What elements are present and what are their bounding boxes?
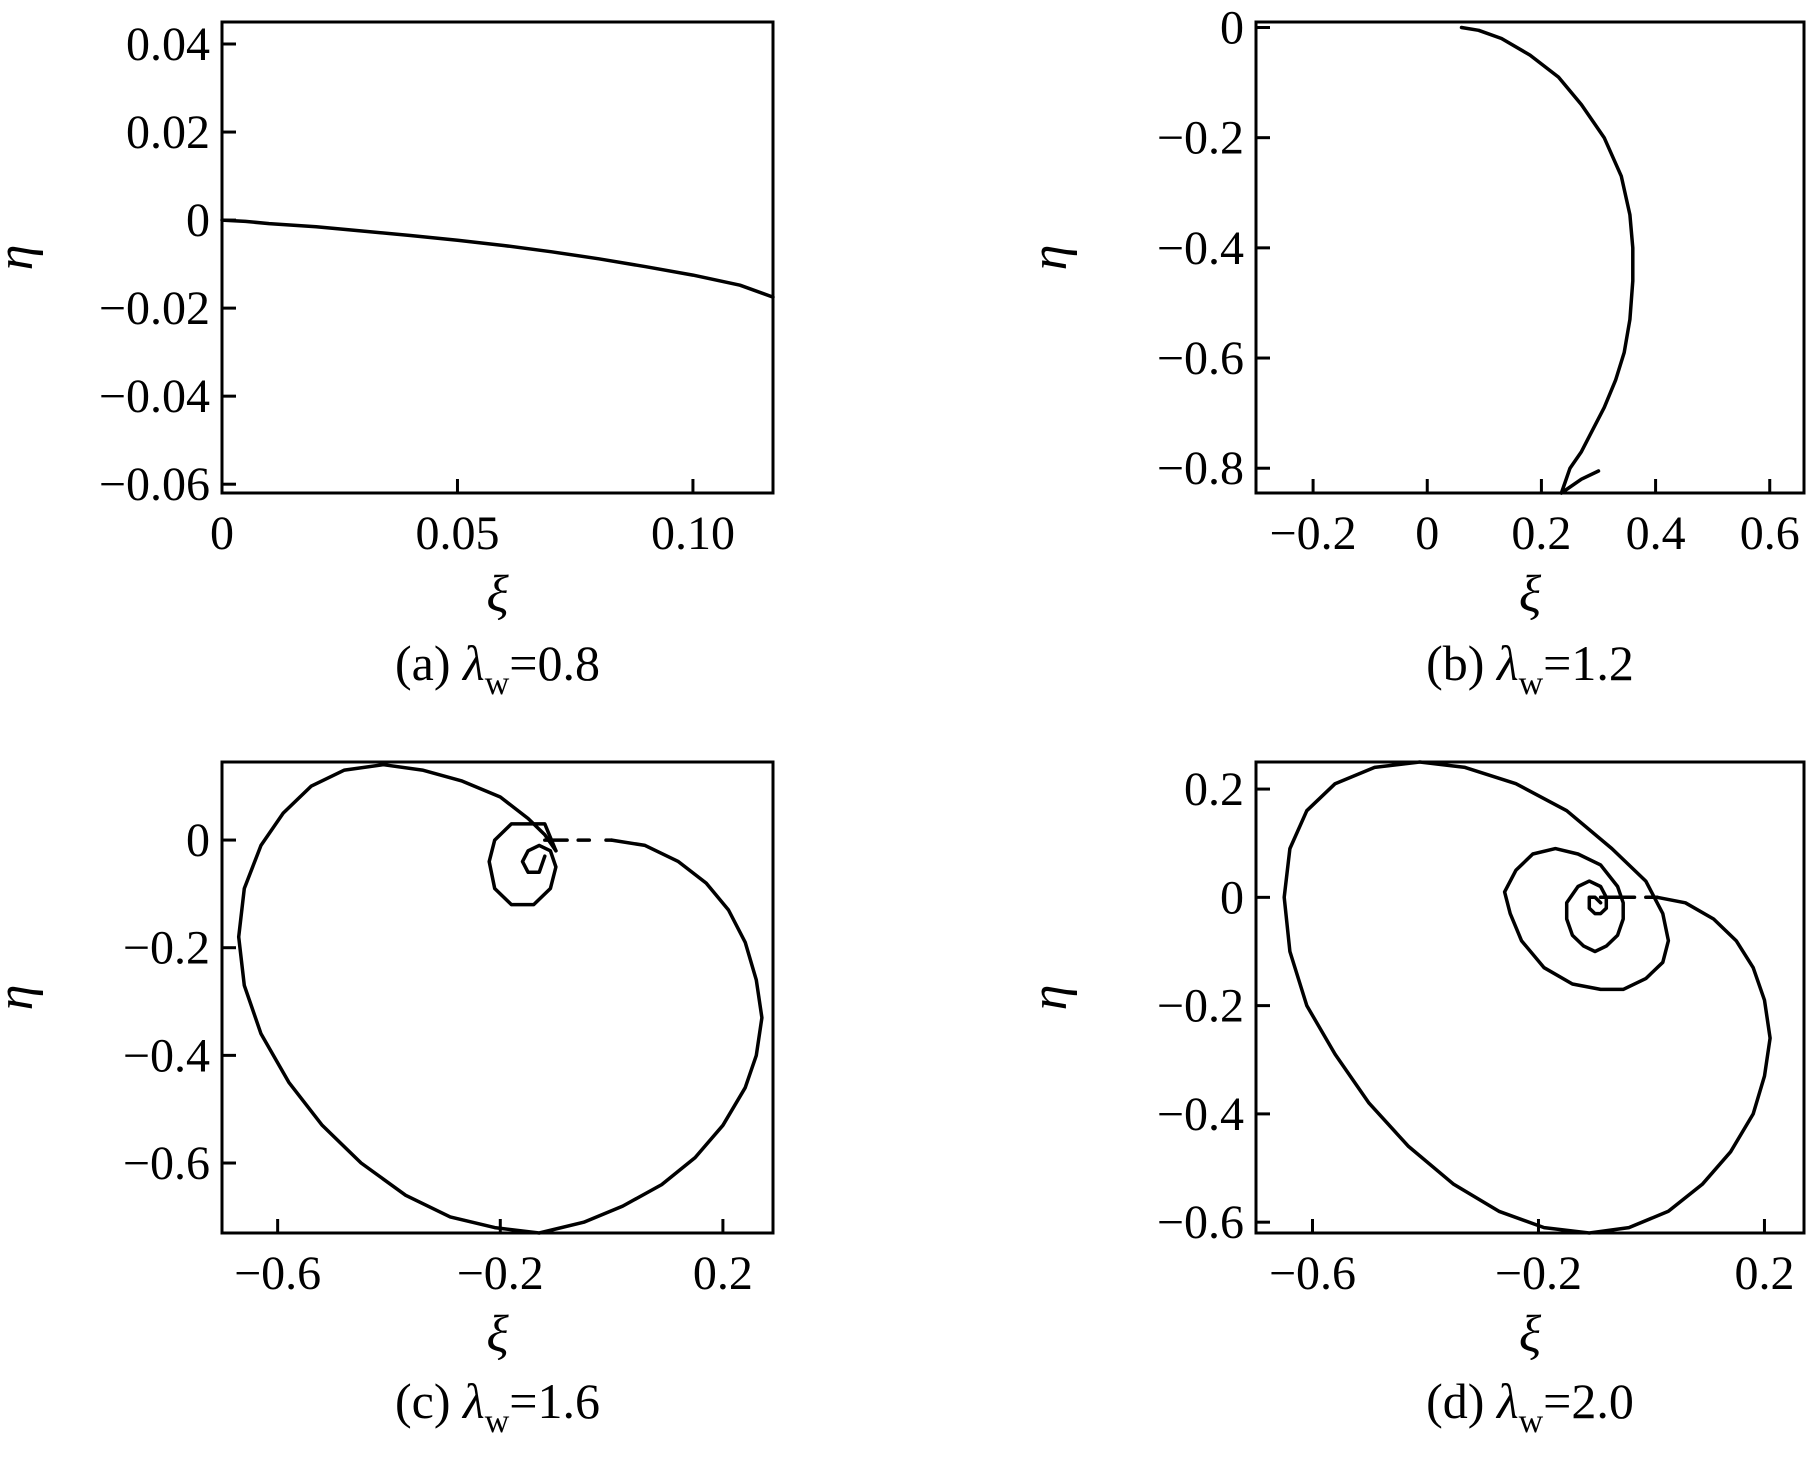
panel-b-y-tick-label-4: −0.8	[1157, 442, 1244, 495]
panel-b-frame	[1254, 20, 1806, 495]
panel-b: −0.2 0 0.2 0.4 0.6 0 −0.2 −0.4 −0.6 −0.8 ξ η (b) λw=…	[1021, 2, 1806, 702]
panel-d-y-tick-label-1: 0	[1220, 871, 1244, 924]
panel-a-y-tick-label-3: −0.02	[99, 282, 210, 335]
panel-a-y-axis-label: η	[0, 245, 44, 271]
panel-a-series-0-line	[220, 218, 775, 299]
panel-c: −0.6 −0.2 0.2 0 −0.2 −0.4 −0.6 ξ η (c) λw=1.6	[0, 760, 775, 1440]
panel-b-y-tick-label-2: −0.4	[1157, 222, 1244, 275]
panel-a-x-axis-label: ξ	[486, 566, 509, 623]
panel-a-y-tick-label-4: −0.04	[99, 370, 210, 423]
panel-b-y-axis-label: η	[1021, 245, 1078, 271]
panel-c-y-tick-label-1: −0.2	[123, 922, 210, 975]
panel-c-x-tick-label-2: 0.2	[693, 1247, 753, 1300]
panel-a-frame	[220, 20, 775, 495]
panel-c-series-0-line	[236, 762, 764, 1235]
panel-b-y-tick-label-0: 0	[1220, 2, 1244, 55]
panel-d-x-tick-label-1: −0.2	[1495, 1247, 1582, 1300]
panel-d-x-tick-label-2: 0.2	[1734, 1247, 1794, 1300]
panel-c-y-tick-label-0: 0	[186, 814, 210, 867]
panel-c-y-axis-label: η	[0, 985, 44, 1011]
panel-a-caption: (a) λw=0.8	[395, 635, 600, 702]
panel-c-series-1-line	[487, 822, 558, 907]
panel-b-x-tick-label-0: −0.2	[1270, 507, 1357, 560]
panel-d-series-0-line	[1282, 760, 1772, 1235]
panel-c-frame	[220, 760, 775, 1235]
panel-d-x-axis-label: ξ	[1519, 1306, 1542, 1363]
panel-c-x-axis-label: ξ	[486, 1306, 509, 1363]
panel-d-y-tick-label-4: −0.6	[1157, 1196, 1244, 1249]
panel-d-frame	[1254, 760, 1806, 1235]
panel-d-y-tick-label-3: −0.4	[1157, 1088, 1244, 1141]
panel-b-series-0-line	[1459, 25, 1635, 495]
panel-b-caption: (b) λw=1.2	[1426, 635, 1634, 702]
panel-b-x-tick-label-4: 0.6	[1740, 507, 1800, 560]
panel-a-y-tick-label-0: 0.04	[126, 18, 210, 71]
panel-b-x-axis-label: ξ	[1519, 566, 1542, 623]
panel-b-x-tick-label-3: 0.4	[1626, 507, 1686, 560]
panel-a-y-tick-label-2: 0	[186, 194, 210, 247]
panel-c-x-tick-label-0: −0.6	[234, 1247, 321, 1300]
panel-b-series-1-line	[1559, 469, 1601, 495]
panel-b-x-tick-label-2: 0.2	[1511, 507, 1571, 560]
panel-b-y-tick-label-1: −0.2	[1157, 112, 1244, 165]
panel-c-x-tick-label-1: −0.2	[457, 1247, 544, 1300]
panel-d-y-tick-label-0: 0.2	[1184, 763, 1244, 816]
panel-a: 0 0.05 0.10 0.04 0.02 0 −0.02 −0.04 −0.06 ξ η (a) λ…	[0, 18, 775, 702]
panel-b-x-tick-label-1: 0	[1415, 507, 1439, 560]
panel-b-y-tick-label-3: −0.6	[1157, 332, 1244, 385]
panel-a-x-tick-label-2: 0.10	[651, 507, 735, 560]
panel-c-caption: (c) λw=1.6	[395, 1373, 600, 1440]
panel-d-y-tick-label-2: −0.2	[1157, 980, 1244, 1033]
panel-a-x-tick-label-0: 0	[210, 507, 234, 560]
panel-d: −0.6 −0.2 0.2 0.2 0 −0.2 −0.4 −0.6 ξ η (d) λw=2.0	[1021, 760, 1806, 1440]
panel-d-x-tick-label-0: −0.6	[1269, 1247, 1356, 1300]
panel-d-caption: (d) λw=2.0	[1426, 1373, 1634, 1440]
panel-a-x-tick-label-1: 0.05	[415, 507, 499, 560]
panel-c-y-tick-label-2: −0.4	[123, 1029, 210, 1082]
panel-a-y-tick-label-5: −0.06	[99, 458, 210, 511]
panel-a-y-tick-label-1: 0.02	[126, 106, 210, 159]
panel-c-y-tick-label-3: −0.6	[123, 1137, 210, 1190]
panel-d-y-axis-label: η	[1021, 985, 1078, 1011]
